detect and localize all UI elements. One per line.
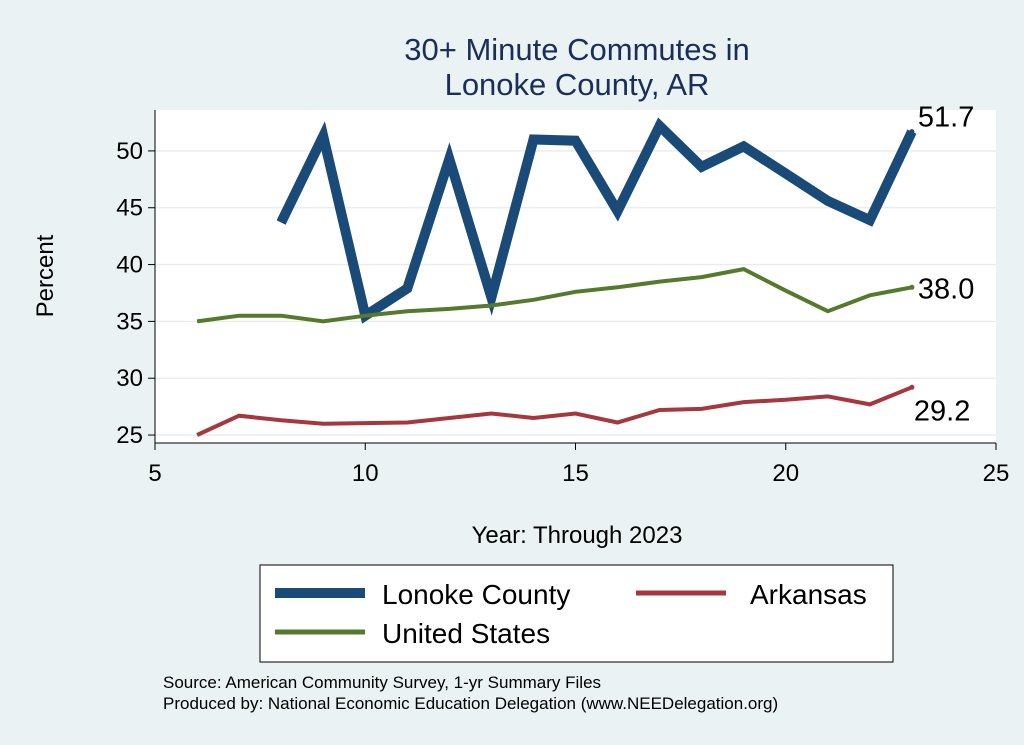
source-note: Source: American Community Survey, 1-yr … bbox=[163, 673, 601, 692]
y-tick-label: 30 bbox=[116, 365, 143, 392]
series-layer bbox=[196, 117, 917, 437]
legend-box bbox=[259, 564, 894, 663]
producer-note: Produced by: National Economic Education… bbox=[163, 694, 778, 713]
chart-title-line-1: 30+ Minute Commutes in bbox=[404, 32, 749, 67]
end-labels: 51.7 29.2 38.0 bbox=[914, 102, 974, 428]
end-label-lonoke-county: 51.7 bbox=[918, 102, 974, 134]
y-tick-label: 35 bbox=[116, 308, 143, 335]
x-tick-label: 15 bbox=[562, 460, 589, 487]
legend: Lonoke County Arkansas United States bbox=[259, 564, 894, 663]
x-tick-label: 5 bbox=[148, 460, 161, 487]
y-ticks: 25 30 35 40 45 50 bbox=[116, 138, 155, 449]
end-label-united-states: 38.0 bbox=[918, 273, 974, 305]
series-line-lonoke-county bbox=[276, 117, 917, 324]
end-label-arkansas: 29.2 bbox=[914, 395, 970, 427]
legend-label-us: United States bbox=[382, 618, 550, 649]
y-tick-label: 40 bbox=[116, 252, 143, 279]
x-tick-label: 10 bbox=[352, 460, 379, 487]
chart-title-line-2: Lonoke County, AR bbox=[445, 67, 710, 102]
plot-area bbox=[155, 110, 996, 443]
y-axis-title: Percent bbox=[32, 234, 59, 317]
y-tick-label: 45 bbox=[116, 195, 143, 222]
x-tick-label: 20 bbox=[772, 460, 799, 487]
legend-label-lonoke: Lonoke County bbox=[382, 579, 570, 610]
y-tick-label: 50 bbox=[116, 138, 143, 165]
x-axis-title: Year: Through 2023 bbox=[472, 522, 683, 549]
series-end-point-united-states bbox=[909, 284, 915, 290]
y-tick-label: 25 bbox=[116, 422, 143, 449]
legend-label-arkansas: Arkansas bbox=[750, 579, 867, 610]
series-line-united-states bbox=[196, 267, 913, 324]
gridlines bbox=[155, 150, 996, 436]
series-line-arkansas bbox=[196, 385, 913, 437]
series-end-point-lonoke-county bbox=[909, 129, 915, 135]
x-tick-label: 25 bbox=[983, 460, 1010, 487]
x-ticks: 5 10 15 20 25 bbox=[148, 443, 1009, 487]
series-end-point-arkansas bbox=[909, 384, 915, 390]
